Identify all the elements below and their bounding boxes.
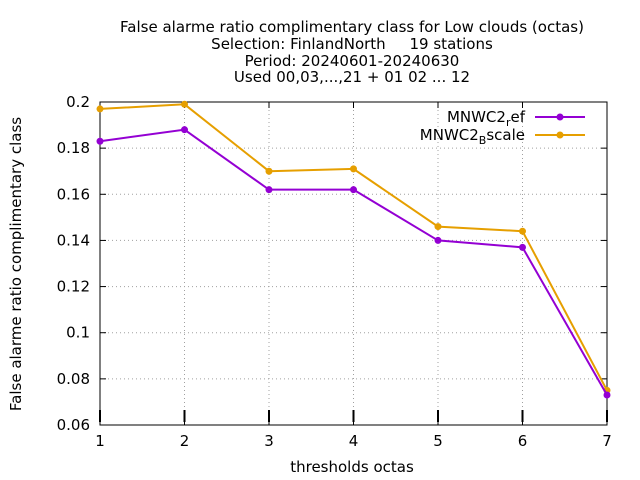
- series-mnwc2-ref: [96, 126, 611, 399]
- x-tick-label: 1: [95, 432, 105, 450]
- chart-title: False alarme ratio complimentary class f…: [120, 18, 584, 86]
- title-line-4: Used 00,03,...,21 + 01 02 ... 12: [234, 68, 470, 86]
- legend-label: MNWC2Bscale: [420, 126, 525, 147]
- legend-swatch-point: [556, 113, 564, 121]
- x-tick-label: 2: [180, 432, 190, 450]
- y-tick-label: 0.06: [57, 416, 90, 434]
- data-point: [96, 137, 104, 145]
- x-tick-label: 3: [264, 432, 274, 450]
- legend-entry: MNWC2Bscale: [420, 126, 585, 147]
- data-point: [181, 126, 188, 134]
- y-axis-label: False alarme ratio complimentary class: [7, 117, 25, 411]
- x-axis-label: thresholds octas: [290, 458, 414, 476]
- data-point: [265, 186, 273, 194]
- x-tick-labels: 1 2 3 4 5 6 7: [95, 432, 612, 450]
- y-tick-label: 0.1: [66, 324, 90, 342]
- y-tick-label: 0.08: [57, 370, 90, 388]
- y-tick-label: 0.2: [66, 93, 90, 111]
- data-point: [434, 236, 442, 244]
- legend-entry: MNWC2ref: [447, 108, 585, 129]
- y-tick-label: 0.12: [57, 278, 90, 296]
- x-tick-label: 7: [602, 432, 612, 450]
- data-point: [96, 105, 104, 113]
- y-tick-labels: 0.06 0.08 0.1 0.12 0.14 0.16 0.18 0.2: [57, 93, 90, 434]
- y-tick-label: 0.18: [57, 139, 90, 157]
- y-tick-label: 0.16: [57, 185, 90, 203]
- legend-label: MNWC2ref: [447, 108, 526, 129]
- title-line-3: Period: 20240601-20240630: [245, 52, 460, 70]
- grid: [100, 102, 607, 425]
- data-point: [603, 391, 611, 399]
- y-tick-label: 0.14: [57, 231, 90, 249]
- data-point: [434, 223, 442, 231]
- data-point: [350, 165, 357, 173]
- data-point: [519, 227, 526, 235]
- legend-swatch-point: [556, 131, 564, 139]
- x-tick-label: 4: [349, 432, 359, 450]
- data-point: [265, 167, 273, 175]
- series-mnwc2-bscale: [96, 100, 611, 394]
- series-layer: [96, 100, 611, 399]
- data-point: [181, 100, 188, 108]
- x-tick-label: 5: [433, 432, 443, 450]
- plot-frame: [99, 101, 608, 426]
- title-line-2: Selection: FinlandNorth 19 stations: [211, 35, 493, 53]
- series-line: [99, 103, 608, 391]
- title-line-1: False alarme ratio complimentary class f…: [120, 18, 584, 36]
- x-tick-label: 6: [518, 432, 528, 450]
- data-point: [519, 243, 526, 251]
- data-point: [350, 186, 357, 194]
